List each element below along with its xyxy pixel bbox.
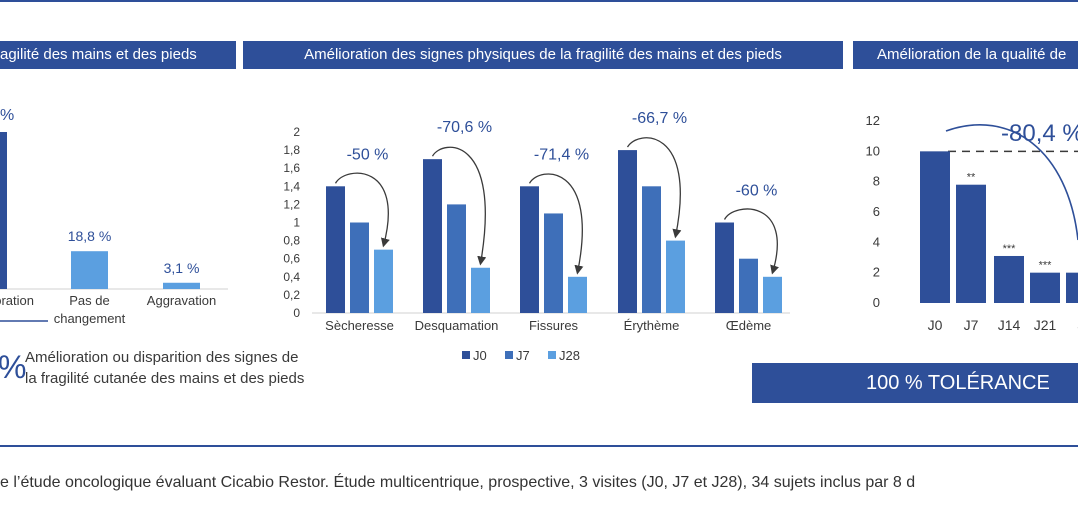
left-bar [0,132,7,289]
right-bar [994,255,1024,303]
middle-bar [471,267,490,313]
right-ytick-label: 0 [873,295,880,310]
middle-reduction-label: -60 % [736,183,778,200]
middle-ytick-label: 2 [293,125,300,139]
middle-bar [763,276,782,313]
right-category-label: J0 [928,317,943,333]
middle-ytick-label: 0 [293,306,300,320]
middle-legend-label: J28 [559,348,580,363]
middle-ytick-label: 0,4 [283,270,300,284]
left-bar [71,251,108,289]
right-bar [920,151,950,303]
middle-ytick-label: 0,6 [283,252,300,266]
bottom-percent-fragment: % [0,349,27,385]
middle-ytick-label: 1,8 [283,143,300,157]
middle-bar [666,240,685,313]
middle-bar [568,276,587,313]
middle-reduction-arrow [723,208,779,275]
top-rule [0,0,1078,2]
middle-category-label: Œdème [726,318,772,333]
right-ytick-label: 10 [866,143,880,158]
footer-text: e l’étude oncologique évaluant Cicabio R… [0,474,916,491]
middle-bar [739,258,758,313]
summary-line-2: la fragilité cutanée des mains et des pi… [25,370,305,387]
left-bar [163,282,200,289]
left-data-label: 18,8 % [68,228,112,244]
right-significance-label: ** [967,172,976,184]
left-data-label: 3,1 % [164,260,200,276]
middle-ytick-label: 1 [293,216,300,230]
middle-bar [374,249,393,313]
chart-left: oration 18,8 % Pas de changement 3,1 % Aggrav… [0,132,228,326]
middle-legend-swatch [462,351,470,359]
middle-category-label: Érythème [624,318,680,333]
middle-legend-swatch [548,351,556,359]
right-bar [1030,272,1060,303]
right-category-label: J14 [998,317,1021,333]
middle-category-label: Desquamation [415,318,499,333]
middle-bar [326,186,345,313]
middle-reduction-arrow [528,173,584,275]
middle-reduction-arrow [334,172,390,248]
middle-bar [544,213,563,313]
header-right: Amélioration de la qualité de [853,41,1078,69]
middle-ytick-label: 0,8 [283,234,300,248]
header-middle: Amélioration des signes physiques de la … [243,41,843,69]
right-bar [956,184,986,303]
chart-middle: 0 0,2 0,4 0,6 0,8 1 1,2 1,4 1,6 1,8 2 Sècheresse -50… [283,110,790,363]
middle-reduction-arrow [431,146,487,266]
right-category-label: J7 [964,317,979,333]
left-category-label: oration [0,293,34,308]
right-ytick-label: 4 [873,234,880,249]
middle-category-label: Fissures [529,318,579,333]
right-significance-label: *** [1003,243,1017,255]
middle-bar [520,186,539,313]
middle-bar [618,150,637,313]
middle-reduction-label: -70,6 % [437,119,492,136]
middle-bar [447,204,466,313]
right-significance-label: *** [1039,260,1053,272]
left-category-label: Pas de [69,293,109,308]
summary-line-1: Amélioration ou disparition des signes d… [25,349,299,366]
footer-rule [0,445,1078,447]
middle-ytick-label: 1,4 [283,179,300,193]
middle-bar [642,186,661,313]
middle-bar [423,159,442,313]
left-category-label: changement [54,311,126,326]
middle-reduction-label: -66,7 % [632,110,687,127]
header-left-text: agilité des mains et des pieds [0,46,197,63]
header-middle-text: Amélioration des signes physiques de la … [304,46,782,63]
right-reduction-arc [945,124,1078,241]
right-ytick-label: 6 [873,204,880,219]
right-category-label: J21 [1034,317,1057,333]
middle-ytick-label: 1,2 [283,197,300,211]
big-percent-fragment: % [0,107,15,124]
middle-reduction-label: -50 % [347,146,389,163]
left-category-label: Aggravation [147,293,216,308]
right-bar [1066,272,1078,303]
tolerance-banner: 100 % TOLÉRANCE [752,363,1078,403]
middle-ytick-label: 1,6 [283,161,300,175]
right-ytick-label: 8 [873,174,880,189]
header-left: agilité des mains et des pieds [0,41,236,69]
right-ytick-label: 2 [873,265,880,280]
middle-legend-label: J7 [516,348,530,363]
middle-legend-label: J0 [473,348,487,363]
middle-reduction-label: -71,4 % [534,146,589,163]
tolerance-label: 100 % TOLÉRANCE [866,372,1050,394]
middle-bar [350,222,369,313]
middle-legend-swatch [505,351,513,359]
header-right-text: Amélioration de la qualité de [877,46,1067,63]
middle-reduction-arrow [626,137,682,239]
middle-bar [715,222,734,313]
right-ytick-label: 12 [866,113,880,128]
right-reduction-label: -80,4 % [1001,120,1078,147]
middle-ytick-label: 0,2 [283,288,300,302]
middle-category-label: Sècheresse [325,318,394,333]
